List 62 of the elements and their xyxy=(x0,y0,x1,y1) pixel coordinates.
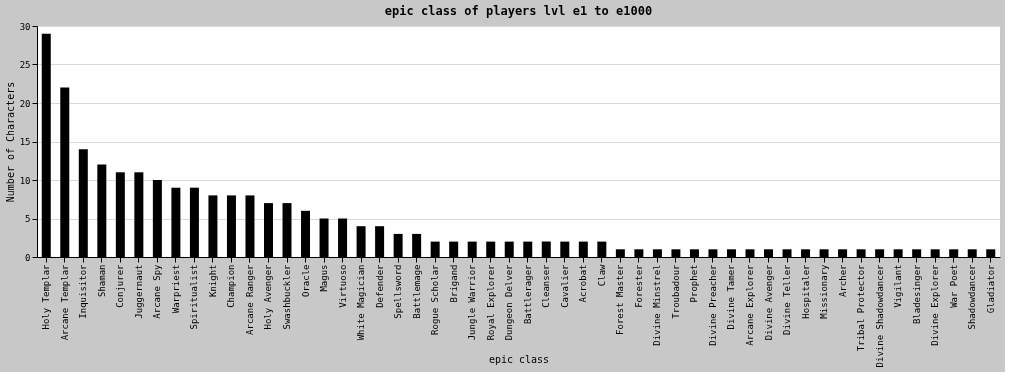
x-tick-label: Knight xyxy=(207,264,218,298)
x-tick-label: Juggernaut xyxy=(133,264,144,319)
x-tick-label: Royal Explorer xyxy=(485,263,496,341)
y-tick-label: 30 xyxy=(19,21,31,32)
x-tick-label: Battlerager xyxy=(522,263,533,325)
y-axis-title: Number of Characters xyxy=(4,81,16,203)
x-tick-label: Tribal Protector xyxy=(856,263,867,352)
x-tick-label: Inquisitor xyxy=(78,263,89,319)
x-tick-label: Forester xyxy=(633,263,644,308)
x-tick-label: Arcane Explorer xyxy=(744,263,755,346)
x-tick-label: Divine Teller xyxy=(782,263,793,335)
x-tick-label: Missionary xyxy=(819,263,830,319)
x-tick-label: Defender xyxy=(374,263,385,308)
x-tick-label: Holy Templar xyxy=(41,263,52,330)
x-tick-label: Divine Explorer xyxy=(930,263,941,346)
y-tick-label: 5 xyxy=(25,214,31,224)
x-tick-label: Cavalier xyxy=(559,263,570,308)
x-tick-label: Oracle xyxy=(300,264,311,298)
x-tick-label: Gladiator xyxy=(985,263,996,314)
x-tick-label: Champion xyxy=(226,264,237,308)
x-tick-label: Cleanser xyxy=(541,263,552,308)
x-tick-label: Forest Master xyxy=(615,263,626,335)
x-tick-label: Arcane Spy xyxy=(152,263,163,319)
x-tick-label: Rogue Scholar xyxy=(430,263,441,335)
x-tick-label: Acrobat xyxy=(578,264,589,303)
x-tick-label: White Magician xyxy=(356,264,367,341)
x-tick-label: Divine Tamer xyxy=(726,263,737,330)
chart-title: epic class of players lvl e1 to e1000 xyxy=(384,4,653,18)
x-tick-label: Prophet xyxy=(689,264,700,303)
x-tick-label: Virtuoso xyxy=(337,264,348,308)
x-tick-label: Holy Avenger xyxy=(263,263,274,330)
x-tick-label: Bladesinger xyxy=(911,263,922,325)
x-tick-label: Jungle Warrior xyxy=(467,263,478,341)
x-tick-label: Brigand xyxy=(448,264,459,303)
x-tick-label: Spiritualist xyxy=(189,264,200,330)
x-tick-label: Claw xyxy=(596,263,607,287)
x-tick-label: Divine Shadowdancer xyxy=(874,263,885,368)
x-tick-label: Archer xyxy=(837,263,848,298)
x-tick-label: Arcane Templar xyxy=(59,263,70,341)
x-tick-label: Troubadour xyxy=(670,263,681,319)
y-tick-label: 15 xyxy=(19,137,31,147)
x-tick-label: Conjurer xyxy=(115,263,126,308)
x-tick-label: Shadowdancer xyxy=(967,263,978,330)
x-tick-label: Divine Preacher xyxy=(707,263,718,346)
x-tick-label: Battlemage xyxy=(411,264,422,319)
x-tick-label: Arcane Ranger xyxy=(244,263,255,335)
x-tick-label: Magus xyxy=(319,264,330,292)
y-tick-label: 0 xyxy=(25,252,31,263)
x-tick-label: Divine Minstrel xyxy=(652,264,663,346)
x-tick-label: Warpriest xyxy=(170,264,181,314)
x-tick-label: Vigilant xyxy=(893,264,904,308)
x-tick-label: Spellsword xyxy=(393,264,404,319)
y-tick-label: 25 xyxy=(19,60,31,70)
x-tick-label: Hospitaler xyxy=(800,263,811,319)
y-tick-label: 20 xyxy=(19,98,31,109)
x-tick-label: War Poet xyxy=(948,264,959,308)
x-tick-label: Swashbuckler xyxy=(282,263,293,330)
x-tick-label: Dungeon Delver xyxy=(504,263,515,341)
x-tick-label: Shaman xyxy=(96,264,107,298)
x-axis-title: epic class xyxy=(488,354,550,366)
x-tick-label: Divine Avenger xyxy=(763,263,774,341)
y-tick-label: 10 xyxy=(19,175,31,186)
